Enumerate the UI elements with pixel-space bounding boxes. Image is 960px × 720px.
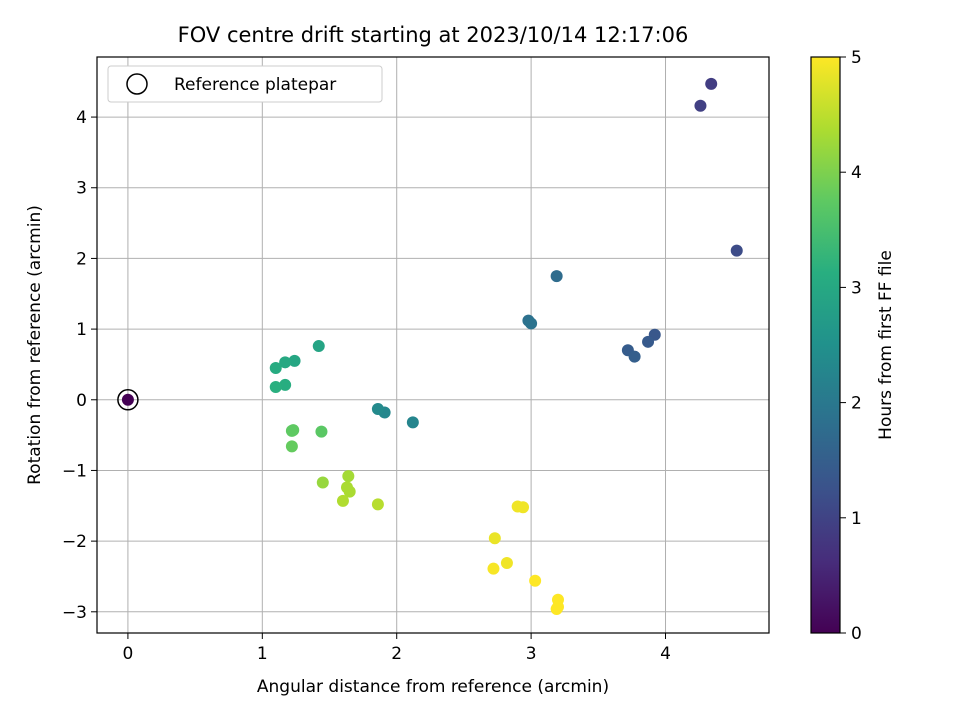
- data-point: [312, 340, 325, 353]
- data-point: [285, 424, 298, 437]
- grid: [97, 57, 769, 633]
- y-tick-label: 4: [76, 108, 87, 128]
- y-axis-ticks: −3 −2 −1 0 1 2 3 4: [62, 108, 97, 623]
- data-point: [642, 335, 655, 348]
- data-point: [550, 270, 563, 283]
- y-tick-label: −3: [62, 603, 87, 623]
- colorbar-tick-label: 1: [851, 509, 862, 529]
- data-point: [269, 361, 282, 374]
- data-point: [121, 393, 134, 406]
- data-point: [628, 350, 641, 363]
- colorbar-tick-label: 2: [851, 394, 862, 414]
- colorbar-tick-label: 0: [851, 624, 862, 644]
- data-point: [315, 425, 328, 438]
- data-point: [342, 470, 355, 483]
- colorbar-gradient: [811, 57, 840, 633]
- data-point: [525, 317, 538, 330]
- data-point: [316, 476, 329, 489]
- data-point: [705, 77, 718, 90]
- data-point: [694, 99, 707, 112]
- colorbar-ticks: 0 1 2 3 4 5: [840, 48, 862, 644]
- data-point: [285, 440, 298, 453]
- x-tick-label: 3: [526, 644, 537, 664]
- data-point: [529, 574, 542, 587]
- x-tick-label: 4: [660, 644, 671, 664]
- colorbar-tick-label: 4: [851, 163, 862, 183]
- reference-platepar-marker: [117, 389, 139, 411]
- data-point: [406, 416, 419, 429]
- data-point: [550, 602, 563, 615]
- x-tick-label: 2: [391, 644, 402, 664]
- data-point: [288, 354, 301, 367]
- legend-box: [107, 65, 383, 103]
- y-tick-label: −1: [62, 461, 87, 481]
- plot-frame: [96, 56, 770, 634]
- data-point: [343, 485, 356, 498]
- data-point: [500, 557, 513, 570]
- data-point: [487, 562, 500, 575]
- y-tick-label: 3: [76, 179, 87, 199]
- colorbar-frame: [810, 56, 841, 634]
- x-tick-label: 0: [122, 644, 133, 664]
- x-tick-label: 1: [257, 644, 268, 664]
- chart-title: FOV centre drift starting at 2023/10/14 …: [178, 23, 689, 47]
- legend-label: Reference platepar: [174, 75, 336, 95]
- data-point: [279, 356, 292, 369]
- legend: Reference platepar: [107, 65, 383, 103]
- x-axis-label: Angular distance from reference (arcmin): [257, 677, 609, 697]
- y-tick-label: 1: [76, 320, 87, 340]
- colorbar: 0 1 2 3 4 5 Hours from first FF file: [810, 48, 896, 644]
- data-point: [371, 402, 384, 415]
- data-point: [730, 244, 743, 257]
- y-tick-label: −2: [62, 532, 87, 552]
- data-point: [371, 498, 384, 511]
- scatter-points: [117, 77, 743, 615]
- colorbar-tick-label: 3: [851, 278, 862, 298]
- colorbar-tick-label: 5: [851, 48, 862, 68]
- data-point: [488, 532, 501, 545]
- data-point: [279, 378, 292, 391]
- data-point: [336, 494, 349, 507]
- y-tick-label: 2: [76, 249, 87, 269]
- y-tick-label: 0: [76, 391, 87, 411]
- y-axis-label: Rotation from reference (arcmin): [25, 205, 45, 485]
- data-point: [269, 381, 282, 394]
- x-axis-ticks: 0 1 2 3 4: [122, 633, 671, 664]
- legend-reference-marker: [126, 73, 148, 95]
- colorbar-label: Hours from first FF file: [876, 250, 896, 440]
- data-point: [517, 501, 530, 514]
